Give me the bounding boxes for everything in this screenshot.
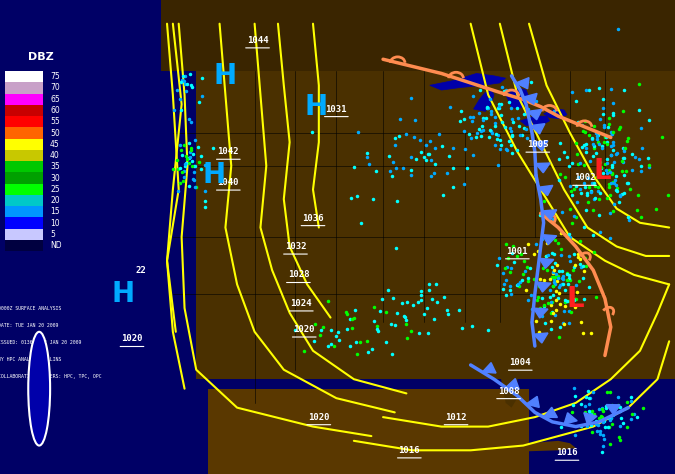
Polygon shape bbox=[516, 78, 529, 89]
Polygon shape bbox=[483, 363, 496, 373]
Text: 1016: 1016 bbox=[556, 448, 578, 457]
Text: 1002: 1002 bbox=[574, 173, 595, 182]
Text: 1031: 1031 bbox=[325, 105, 347, 113]
Bar bbox=[5, 229, 43, 240]
Polygon shape bbox=[528, 109, 542, 120]
Text: 50: 50 bbox=[50, 128, 60, 137]
Bar bbox=[5, 195, 43, 206]
Text: L: L bbox=[593, 156, 611, 185]
Text: 1032: 1032 bbox=[285, 242, 306, 251]
Text: L: L bbox=[567, 284, 585, 313]
Polygon shape bbox=[543, 109, 567, 118]
Bar bbox=[91, 0, 196, 474]
Text: 1012: 1012 bbox=[446, 413, 467, 421]
Bar bbox=[5, 128, 43, 138]
Polygon shape bbox=[474, 90, 494, 111]
Text: DATE: TUE JAN 20 2009: DATE: TUE JAN 20 2009 bbox=[0, 323, 59, 328]
Polygon shape bbox=[512, 441, 576, 451]
Bar bbox=[5, 105, 43, 116]
Text: DBZ: DBZ bbox=[28, 52, 54, 62]
Text: ND: ND bbox=[50, 241, 61, 250]
Text: 1020: 1020 bbox=[308, 413, 329, 421]
Polygon shape bbox=[533, 141, 548, 151]
Text: 10: 10 bbox=[50, 219, 60, 228]
Polygon shape bbox=[535, 163, 550, 173]
Polygon shape bbox=[533, 308, 548, 318]
Polygon shape bbox=[526, 396, 539, 408]
Text: 30: 30 bbox=[50, 173, 60, 182]
Text: 25: 25 bbox=[50, 185, 60, 194]
Text: 1016: 1016 bbox=[398, 446, 420, 455]
Bar bbox=[5, 161, 43, 173]
Text: 1004: 1004 bbox=[510, 358, 531, 367]
Text: ISSUED: 01362 TUE JAN 20 2009: ISSUED: 01362 TUE JAN 20 2009 bbox=[0, 340, 82, 345]
Text: NOAA: NOAA bbox=[28, 376, 51, 382]
Text: 45: 45 bbox=[50, 140, 60, 149]
Polygon shape bbox=[606, 405, 620, 415]
Bar bbox=[208, 389, 529, 474]
Text: 75: 75 bbox=[50, 72, 60, 81]
Text: 65: 65 bbox=[50, 95, 60, 104]
Text: 55: 55 bbox=[50, 117, 60, 126]
Text: 1028: 1028 bbox=[288, 271, 309, 279]
Text: H: H bbox=[202, 161, 225, 190]
Text: 35: 35 bbox=[50, 162, 60, 171]
Polygon shape bbox=[531, 124, 545, 134]
Circle shape bbox=[28, 332, 50, 446]
Text: 1024: 1024 bbox=[290, 299, 312, 308]
Text: H: H bbox=[214, 62, 237, 90]
Text: 1005: 1005 bbox=[527, 140, 549, 149]
Text: 1044: 1044 bbox=[247, 36, 268, 45]
Text: 40: 40 bbox=[50, 151, 60, 160]
Text: 1036: 1036 bbox=[302, 214, 324, 222]
Bar bbox=[161, 0, 675, 403]
Bar bbox=[5, 173, 43, 183]
Text: 1008: 1008 bbox=[498, 387, 519, 395]
Text: 1001: 1001 bbox=[507, 247, 528, 255]
Text: 🌊: 🌊 bbox=[36, 402, 43, 413]
Bar bbox=[5, 116, 43, 128]
Bar bbox=[5, 138, 43, 150]
Text: 22: 22 bbox=[136, 266, 146, 274]
Polygon shape bbox=[539, 258, 554, 268]
Bar bbox=[161, 0, 675, 71]
Polygon shape bbox=[584, 413, 597, 424]
Polygon shape bbox=[537, 282, 551, 292]
Bar bbox=[5, 218, 43, 229]
Text: H: H bbox=[111, 280, 135, 308]
Text: 1042: 1042 bbox=[217, 147, 239, 156]
Text: 15: 15 bbox=[50, 207, 60, 216]
Text: BY HPC ANALYST COLLINS: BY HPC ANALYST COLLINS bbox=[0, 357, 61, 362]
Bar bbox=[5, 82, 43, 94]
Polygon shape bbox=[542, 210, 557, 220]
Bar bbox=[161, 379, 675, 474]
Text: COLLABORATING CENTERS: HPC, TPC, OPC: COLLABORATING CENTERS: HPC, TPC, OPC bbox=[0, 374, 102, 379]
Polygon shape bbox=[430, 73, 506, 90]
Text: 0000Z SURFACE ANALYSIS: 0000Z SURFACE ANALYSIS bbox=[0, 306, 61, 310]
Bar bbox=[5, 240, 43, 251]
Polygon shape bbox=[523, 93, 537, 104]
Bar bbox=[5, 150, 43, 161]
Polygon shape bbox=[542, 235, 557, 245]
Polygon shape bbox=[506, 379, 519, 389]
Polygon shape bbox=[506, 88, 529, 109]
Text: 5: 5 bbox=[50, 230, 55, 239]
Polygon shape bbox=[533, 333, 548, 343]
Bar bbox=[5, 94, 43, 105]
Text: 1020: 1020 bbox=[294, 325, 315, 334]
Text: 20: 20 bbox=[50, 196, 60, 205]
Text: 1020: 1020 bbox=[122, 335, 142, 343]
Polygon shape bbox=[564, 413, 577, 424]
Bar bbox=[5, 183, 43, 195]
Bar bbox=[5, 206, 43, 218]
Polygon shape bbox=[494, 318, 517, 408]
Polygon shape bbox=[543, 407, 558, 418]
Text: 1040: 1040 bbox=[217, 178, 239, 187]
Text: 60: 60 bbox=[50, 106, 60, 115]
Polygon shape bbox=[520, 116, 549, 126]
Bar bbox=[5, 71, 43, 82]
Polygon shape bbox=[539, 185, 553, 196]
Text: 70: 70 bbox=[50, 83, 60, 92]
Text: H: H bbox=[304, 92, 327, 121]
